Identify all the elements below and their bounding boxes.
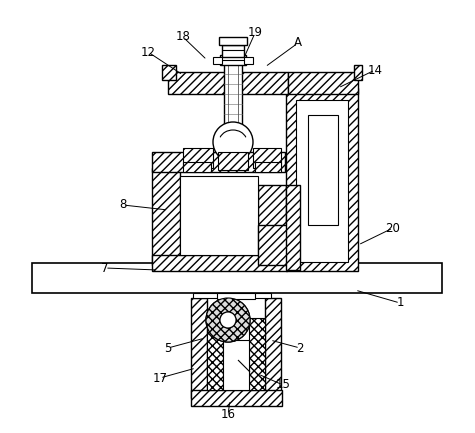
Bar — [286, 88, 358, 271]
Bar — [288, 72, 358, 94]
Text: 8: 8 — [119, 198, 127, 211]
Bar — [193, 293, 271, 298]
Bar — [258, 225, 288, 265]
Text: 1: 1 — [396, 297, 404, 310]
Bar — [255, 162, 281, 172]
Bar — [180, 176, 258, 255]
Text: 7: 7 — [101, 262, 109, 275]
Bar — [220, 55, 246, 65]
Text: A: A — [294, 36, 302, 49]
Text: 16: 16 — [220, 408, 236, 421]
Bar — [152, 255, 287, 271]
Bar — [152, 152, 285, 172]
Text: 14: 14 — [368, 64, 382, 77]
Bar — [258, 185, 286, 265]
Text: 15: 15 — [276, 378, 290, 391]
Bar — [224, 38, 242, 164]
Circle shape — [220, 312, 236, 328]
Bar — [162, 65, 176, 80]
Bar — [152, 168, 180, 265]
Bar — [308, 115, 338, 225]
Bar — [213, 57, 222, 64]
Bar — [191, 390, 282, 406]
Bar — [249, 318, 265, 390]
Bar — [168, 72, 288, 94]
Bar — [265, 298, 281, 398]
Wedge shape — [206, 298, 250, 342]
Bar — [217, 293, 255, 299]
Bar — [222, 45, 244, 57]
Bar — [32, 263, 442, 293]
Bar — [296, 100, 348, 262]
Circle shape — [206, 298, 250, 342]
Bar — [191, 298, 207, 398]
Text: 20: 20 — [386, 222, 400, 235]
Text: 18: 18 — [176, 30, 190, 43]
Bar — [183, 148, 213, 168]
Text: 5: 5 — [164, 342, 171, 355]
Bar — [244, 57, 253, 64]
Bar — [354, 65, 362, 80]
Bar — [207, 318, 223, 390]
Bar — [183, 162, 211, 172]
Circle shape — [213, 122, 253, 162]
Bar — [219, 37, 247, 45]
Text: 12: 12 — [141, 45, 155, 58]
Bar — [223, 340, 249, 390]
Text: 19: 19 — [247, 26, 263, 39]
Text: 2: 2 — [296, 342, 304, 355]
Bar — [218, 152, 248, 170]
Bar — [286, 185, 300, 270]
Bar — [253, 148, 281, 168]
Text: 17: 17 — [152, 372, 168, 385]
